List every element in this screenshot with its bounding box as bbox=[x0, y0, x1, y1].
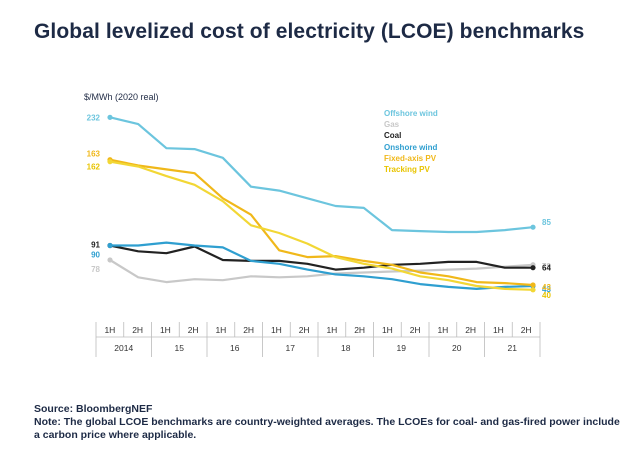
y-axis-label: $/MWh (2020 real) bbox=[84, 92, 159, 102]
series-line-gas bbox=[109, 259, 534, 284]
x-tick-half: 1H bbox=[160, 325, 171, 335]
series-line-fixed-axis-pv bbox=[109, 158, 534, 287]
x-tick-year: 18 bbox=[341, 343, 351, 353]
legend-item-onshore-wind: Onshore wind bbox=[384, 142, 438, 152]
x-tick-year: 20 bbox=[452, 343, 462, 353]
x-tick-half: 2H bbox=[299, 325, 310, 335]
x-tick-year: 21 bbox=[508, 343, 518, 353]
start-label-offshore-wind: 232 bbox=[87, 113, 101, 122]
x-tick-half: 1H bbox=[326, 325, 337, 335]
x-tick-half: 2H bbox=[521, 325, 532, 335]
series-line-onshore-wind bbox=[110, 241, 534, 290]
x-tick-half: 1H bbox=[437, 325, 448, 335]
chart-footer: Source: BloombergNEF Note: The global LC… bbox=[34, 403, 624, 442]
x-tick-half: 2H bbox=[354, 325, 365, 335]
note-text: Note: The global LCOE benchmarks are cou… bbox=[34, 416, 620, 441]
start-label-coal: 91 bbox=[91, 241, 100, 250]
x-tick-half: 2H bbox=[188, 325, 199, 335]
end-label-fixed-axis-pv: 43 bbox=[542, 283, 551, 292]
end-label-gas: 79 bbox=[542, 262, 551, 271]
x-tick-half: 2H bbox=[465, 325, 476, 335]
series-end-point-fixed-axis-pv bbox=[530, 282, 536, 288]
x-tick-half: 1H bbox=[215, 325, 226, 335]
x-tick-year: 16 bbox=[230, 343, 240, 353]
legend-item-fixed-axis-pv: Fixed-axis PV bbox=[384, 153, 437, 163]
start-label-gas: 78 bbox=[91, 265, 100, 274]
series-end-point-tracking-pv bbox=[530, 287, 536, 293]
end-label-onshore-wind: 43 bbox=[542, 285, 551, 294]
start-label-fixed-axis-pv: 163 bbox=[87, 150, 101, 159]
legend-item-gas: Gas bbox=[384, 120, 400, 130]
x-tick-year: 19 bbox=[397, 343, 407, 353]
series-start-point-onshore-wind bbox=[107, 242, 113, 249]
x-tick-half: 1H bbox=[271, 325, 282, 335]
x-tick-year: 2014 bbox=[114, 343, 133, 353]
x-tick-half: 1H bbox=[382, 325, 393, 335]
end-label-offshore-wind: 85 bbox=[542, 218, 551, 227]
legend-item-offshore-wind: Offshore wind bbox=[384, 109, 438, 118]
series-start-point-gas bbox=[107, 257, 113, 263]
chart-legend: Offshore wind Gas Coal Onshore wind Fixed-ax… bbox=[384, 108, 438, 175]
chart-title: Global levelized cost of electricity (LC… bbox=[34, 20, 585, 43]
x-tick-half: 2H bbox=[132, 325, 143, 335]
series-line-coal bbox=[109, 244, 533, 271]
start-label-tracking-pv: 162 bbox=[87, 163, 101, 172]
start-label-onshore-wind: 90 bbox=[91, 251, 100, 260]
end-label-tracking-pv: 40 bbox=[542, 291, 551, 300]
x-tick-half: 2H bbox=[243, 325, 254, 335]
series-end-point-coal bbox=[530, 265, 536, 271]
series-line-offshore-wind bbox=[109, 116, 534, 234]
series-end-point-offshore-wind bbox=[530, 224, 536, 230]
x-tick-half: 2H bbox=[410, 325, 421, 335]
legend-item-tracking-pv: Tracking PV bbox=[384, 165, 430, 175]
x-tick-half: 1H bbox=[493, 325, 504, 335]
source-text: Source: BloombergNEF bbox=[34, 403, 153, 415]
x-tick-year: 15 bbox=[175, 343, 185, 353]
legend-item-coal: Coal bbox=[384, 131, 402, 141]
end-label-coal: 64 bbox=[542, 264, 551, 273]
series-line-tracking-pv bbox=[109, 160, 534, 291]
x-tick-year: 17 bbox=[286, 343, 296, 353]
series-start-point-offshore-wind bbox=[107, 114, 113, 120]
series-start-point-tracking-pv bbox=[107, 159, 113, 165]
x-tick-half: 1H bbox=[104, 325, 115, 335]
